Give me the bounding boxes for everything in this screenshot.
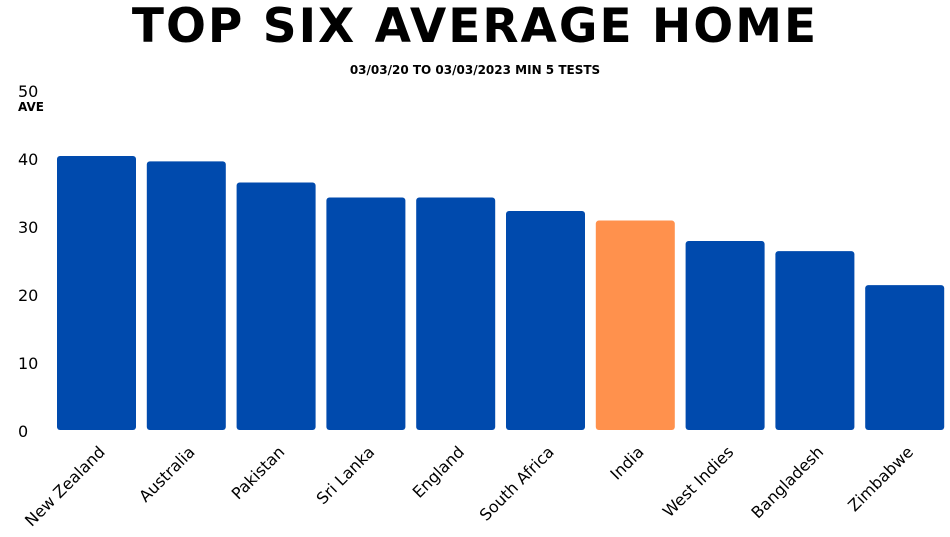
y-axis-label: AVE — [18, 100, 44, 114]
bar-south-africa — [506, 211, 585, 430]
bar-australia — [146, 161, 226, 430]
y-tick-label: 40 — [18, 150, 38, 169]
bar-new-zealand — [57, 155, 136, 430]
y-tick-label: 0 — [18, 422, 28, 441]
bar-england — [416, 197, 496, 430]
x-tick-label: England — [409, 442, 468, 501]
x-tick-label: Sri Lanka — [313, 442, 379, 508]
y-tick-label: 50 — [18, 82, 38, 101]
y-axis: 0 10 20 30 40 50 — [18, 82, 38, 441]
y-tick-label: 30 — [18, 218, 38, 237]
y-tick-label: 20 — [18, 286, 38, 305]
x-tick-label: South Africa — [476, 442, 558, 524]
bars — [57, 155, 945, 430]
x-tick-label: Australia — [135, 442, 198, 505]
bar-bangladesh — [775, 251, 855, 430]
x-axis-labels: New Zealand Australia Pakistan Sri Lanka Eng… — [21, 442, 917, 530]
x-tick-label: Bangladesh — [747, 442, 827, 522]
bar-west-indies — [685, 240, 765, 430]
chart-subtitle: 03/03/20 TO 03/03/2023 MIN 5 TESTS — [349, 63, 601, 77]
bar-pakistan — [236, 182, 316, 430]
bar-india — [595, 220, 675, 430]
bar-zimbabwe — [865, 285, 945, 430]
x-tick-label: India — [606, 442, 647, 483]
x-tick-label: Zimbabwe — [844, 442, 917, 515]
x-tick-label: New Zealand — [21, 442, 109, 530]
x-tick-label: West Indies — [659, 442, 738, 521]
bar-sri-lanka — [326, 197, 406, 430]
x-tick-label: Pakistan — [228, 442, 289, 503]
chart-title: TOP SIX AVERAGE HOME — [131, 0, 819, 54]
y-tick-label: 10 — [18, 354, 38, 373]
